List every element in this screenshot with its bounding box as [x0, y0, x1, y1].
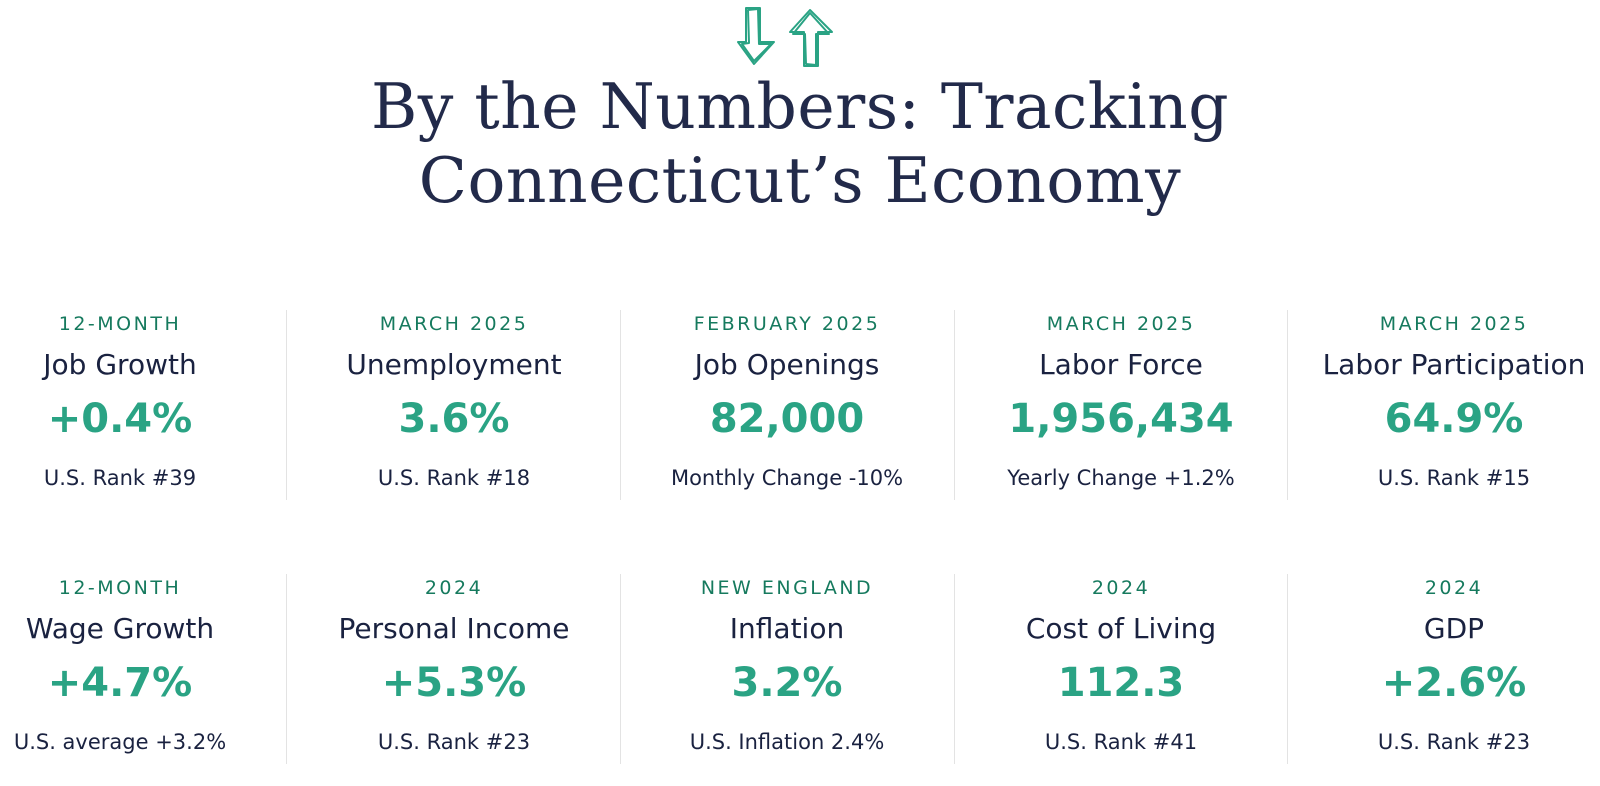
column-divider [286, 574, 287, 764]
column-divider [1287, 310, 1288, 500]
stat-period: MARCH 2025 [379, 313, 529, 335]
column-divider [954, 310, 955, 500]
stat-note: U.S. Rank #41 [1044, 730, 1198, 754]
stat-value: 3.2% [731, 660, 843, 706]
stat-value: 112.3 [1057, 660, 1185, 706]
stat-value: 82,000 [709, 396, 865, 442]
column-divider [286, 310, 287, 500]
stat-labor-participation: MARCH 2025 Labor Participation 64.9% U.S… [1323, 310, 1586, 510]
stat-note: U.S. Rank #39 [43, 466, 197, 490]
stat-value: 64.9% [1384, 396, 1524, 442]
stat-metric: Labor Force [1039, 348, 1203, 381]
column-divider [620, 310, 621, 500]
stat-value: +0.4% [47, 396, 193, 442]
stats-row: 12-MONTH Job Growth +0.4% U.S. Rank #39 … [0, 310, 1600, 510]
stat-note: Monthly Change -10% [670, 466, 904, 490]
stat-note: U.S. average +3.2% [13, 730, 227, 754]
stat-metric: Wage Growth [25, 612, 215, 645]
stat-value: +2.6% [1381, 660, 1527, 706]
stat-period: MARCH 2025 [1046, 313, 1196, 335]
column-divider [620, 574, 621, 764]
down-up-arrows-icon [737, 7, 833, 67]
stat-note: Yearly Change +1.2% [1007, 466, 1235, 490]
stat-unemployment: MARCH 2025 Unemployment 3.6% U.S. Rank #… [334, 310, 574, 510]
stat-metric: Job Growth [43, 348, 197, 381]
stat-value: 1,956,434 [1008, 396, 1234, 442]
stat-gdp: 2024 GDP +2.6% U.S. Rank #23 [1334, 574, 1574, 774]
stat-note: U.S. Rank #23 [377, 730, 531, 754]
stat-job-openings: FEBRUARY 2025 Job Openings 82,000 Monthl… [667, 310, 907, 510]
stat-period: FEBRUARY 2025 [693, 313, 881, 335]
stat-metric: Inflation [729, 612, 845, 645]
stat-period: 2024 [1091, 577, 1151, 599]
stats-row: 12-MONTH Wage Growth +4.7% U.S. average … [0, 574, 1600, 774]
stat-personal-income: 2024 Personal Income +5.3% U.S. Rank #23 [334, 574, 574, 774]
page-title: By the Numbers: Tracking Connecticut’s E… [0, 70, 1600, 218]
stat-period: 2024 [1424, 577, 1484, 599]
stat-labor-force: MARCH 2025 Labor Force 1,956,434 Yearly … [1001, 310, 1241, 510]
stat-wage-growth: 12-MONTH Wage Growth +4.7% U.S. average … [0, 574, 240, 774]
stat-note: U.S. Rank #18 [377, 466, 531, 490]
title-line-1: By the Numbers: Tracking [370, 70, 1230, 143]
stat-metric: Labor Participation [1322, 348, 1586, 381]
stat-value: +4.7% [47, 660, 193, 706]
column-divider [1287, 574, 1288, 764]
stat-inflation: NEW ENGLAND Inflation 3.2% U.S. Inflatio… [667, 574, 907, 774]
stat-note: U.S. Rank #15 [1377, 466, 1531, 490]
stat-metric: Cost of Living [1025, 612, 1217, 645]
stat-metric: Unemployment [346, 348, 562, 381]
stat-metric: Personal Income [338, 612, 570, 645]
stat-metric: Job Openings [694, 348, 880, 381]
stat-metric: GDP [1423, 612, 1485, 645]
stat-period: 12-MONTH [58, 577, 182, 599]
stat-cost-of-living: 2024 Cost of Living 112.3 U.S. Rank #41 [1001, 574, 1241, 774]
title-line-2: Connecticut’s Economy [418, 144, 1182, 217]
stat-value: 3.6% [398, 396, 510, 442]
column-divider [954, 574, 955, 764]
stats-grid: 12-MONTH Job Growth +0.4% U.S. Rank #39 … [0, 310, 1600, 780]
stat-period: NEW ENGLAND [700, 577, 874, 599]
stat-period: 2024 [424, 577, 484, 599]
stat-value: +5.3% [381, 660, 527, 706]
stat-job-growth: 12-MONTH Job Growth +0.4% U.S. Rank #39 [0, 310, 240, 510]
stat-note: U.S. Rank #23 [1377, 730, 1531, 754]
stat-note: U.S. Inflation 2.4% [689, 730, 885, 754]
stat-period: 12-MONTH [58, 313, 182, 335]
stat-period: MARCH 2025 [1379, 313, 1529, 335]
